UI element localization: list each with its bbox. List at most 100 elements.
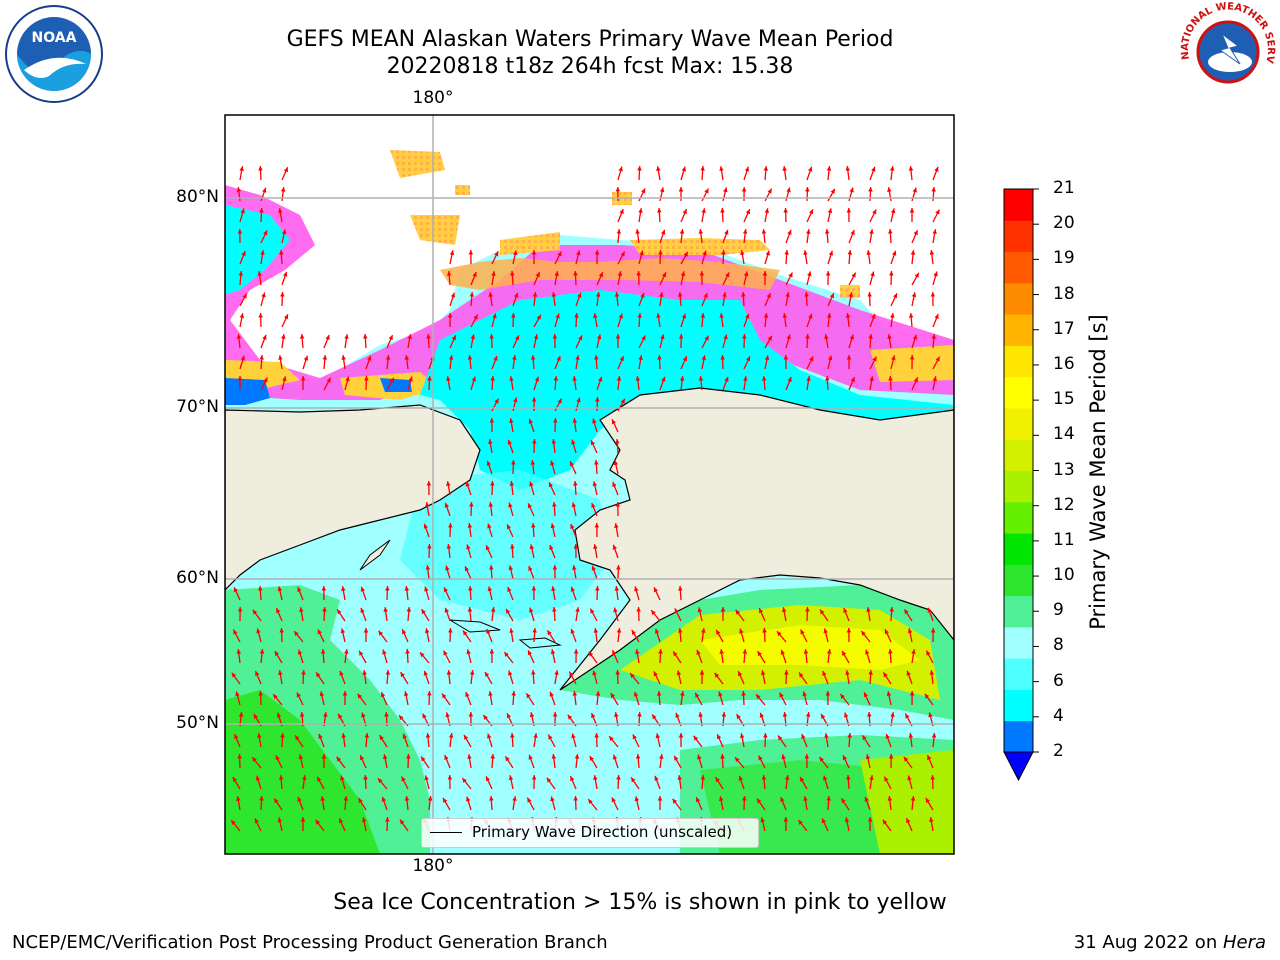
wave-arrow-head <box>677 628 683 633</box>
wave-arrow-head <box>741 292 746 297</box>
wave-arrow-head <box>759 712 764 718</box>
wave-arrow-head <box>911 649 916 654</box>
sea-ice-orange <box>440 258 780 290</box>
wave-arrow-head <box>864 796 869 802</box>
wave-arrow-head <box>447 775 453 780</box>
wave-arrow-head <box>782 313 788 318</box>
wave-arrow-head <box>549 691 554 697</box>
wave-arrow-head <box>364 376 369 381</box>
wave-arrow-head <box>677 775 682 780</box>
noaa-logo-text: NOAA <box>32 30 77 46</box>
wave-arrow-head <box>784 775 790 780</box>
wave-arrow-head <box>485 545 490 551</box>
wave-arrow-head <box>574 313 579 318</box>
wave-arrow-head <box>765 250 770 256</box>
wave-arrow-head <box>506 713 511 719</box>
wave-arrow-head <box>378 778 383 784</box>
wave-arrow-head <box>487 586 493 592</box>
wave-arrow-head <box>907 628 913 634</box>
wave-arrow-head <box>239 166 244 171</box>
wave-arrow-head <box>424 775 429 781</box>
wave-arrow-head <box>426 481 432 486</box>
wave-arrow-head <box>550 649 556 655</box>
wave-arrow-head <box>845 313 851 318</box>
footer-date: 31 Aug 2022 on Hera <box>1074 932 1266 953</box>
map-layers <box>225 115 954 854</box>
wave-arrow-head <box>487 523 492 529</box>
wave-arrow-head <box>257 733 262 738</box>
wave-arrow-head <box>764 355 770 361</box>
wave-arrow-head <box>407 334 412 339</box>
wave-arrow-head <box>405 649 410 654</box>
wave-arrow-head <box>846 355 852 360</box>
wave-arrow-head <box>758 755 763 761</box>
wave-arrow-head <box>618 313 623 319</box>
wave-arrow-head <box>843 608 848 613</box>
wave-arrow-head <box>385 586 390 591</box>
wave-arrow-head <box>236 334 242 339</box>
wave-arrow-head <box>867 817 873 822</box>
wave-arrow-head <box>258 691 263 696</box>
wave-arrow-head <box>659 754 664 759</box>
wave-arrow-head <box>786 334 791 340</box>
wave-arrow-head <box>404 796 410 801</box>
wave-arrow-head <box>593 775 598 780</box>
wave-arrow-head <box>237 376 243 381</box>
wave-arrow-head <box>846 208 852 213</box>
wave-arrow-head <box>848 292 853 298</box>
wave-arrow-head <box>237 754 242 759</box>
wave-arrow-head <box>654 628 660 634</box>
wave-arrow-head <box>588 799 593 804</box>
wave-arrow-head <box>778 735 783 741</box>
wave-arrow-head <box>762 271 768 276</box>
wave-arrow-head <box>315 819 321 825</box>
wave-arrow-head <box>782 712 788 717</box>
wave-arrow-head <box>363 775 368 780</box>
wave-arrow-head <box>929 670 935 675</box>
wave-arrow-head <box>825 376 830 381</box>
wave-arrow-head <box>888 229 893 234</box>
wave-arrow-head <box>303 355 309 361</box>
wave-arrow-head <box>575 355 580 360</box>
wave-arrow-head <box>279 628 284 633</box>
wave-arrow-head <box>846 775 851 780</box>
wave-arrow-head <box>679 376 685 381</box>
wave-arrow-head <box>404 586 410 591</box>
wave-arrow-head <box>570 776 575 782</box>
wave-arrow-head <box>446 544 452 549</box>
wave-arrow-head <box>869 775 874 780</box>
wave-arrow-head <box>699 271 705 276</box>
wave-arrow-head <box>634 796 640 802</box>
wave-arrow-head <box>472 272 477 277</box>
wave-arrow-head <box>533 334 539 340</box>
wave-arrow-head <box>532 628 537 633</box>
wave-arrow-head <box>719 796 724 802</box>
wave-arrow-head <box>465 481 470 487</box>
wave-arrow-head <box>510 733 515 738</box>
wave-arrow-head <box>576 397 581 403</box>
wave-arrow-head <box>888 376 893 381</box>
wave-arrow-head <box>842 755 847 761</box>
wave-arrow-head <box>736 714 741 720</box>
wave-arrow-head <box>638 355 643 360</box>
wave-arrow-head <box>593 544 598 549</box>
wave-arrow-head <box>805 334 810 339</box>
wave-arrow-head <box>532 439 537 444</box>
wave-arrow-head <box>340 628 346 634</box>
wave-arrow-head <box>490 607 496 612</box>
wave-arrow-head <box>572 418 578 423</box>
wave-arrow-head <box>551 586 556 591</box>
wave-arrow-head <box>363 628 369 633</box>
wave-arrow-head <box>400 672 405 678</box>
wave-arrow-head <box>323 712 328 717</box>
wave-arrow-head <box>800 629 805 635</box>
wave-arrow-head <box>448 355 454 360</box>
wave-arrow-head <box>336 756 342 762</box>
wave-arrow-head <box>345 376 350 382</box>
wave-arrow-head <box>868 670 873 675</box>
wave-arrow-head <box>699 670 705 675</box>
wave-arrow-head <box>724 229 729 235</box>
wave-arrow-head <box>424 586 429 592</box>
wave-arrow-head <box>425 733 431 738</box>
wave-arrow-head <box>546 777 552 783</box>
